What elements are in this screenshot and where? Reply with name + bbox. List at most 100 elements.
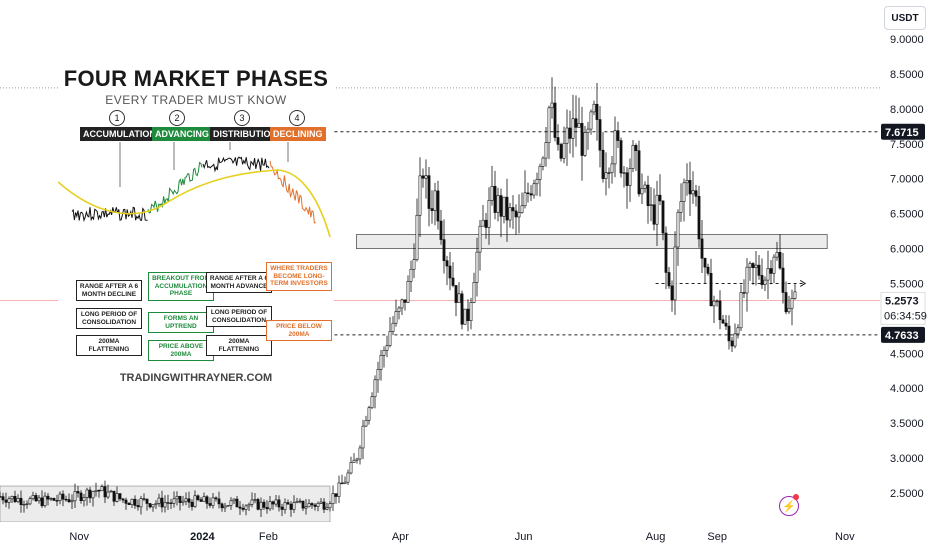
price-tick-11: 3.5000 bbox=[890, 418, 924, 430]
candle-body-22 bbox=[64, 498, 68, 501]
resistance-tag: 7.6715 bbox=[885, 127, 919, 139]
candle-body-32 bbox=[94, 490, 98, 492]
candle-body-187 bbox=[559, 144, 563, 159]
candle-body-15 bbox=[43, 495, 47, 507]
candle-body-205 bbox=[613, 130, 617, 165]
distribution-price-line bbox=[202, 156, 270, 173]
candle-body-64 bbox=[190, 501, 194, 507]
candle-body-143 bbox=[427, 175, 431, 209]
candle-body-144 bbox=[430, 208, 434, 211]
candle-body-125 bbox=[373, 379, 377, 398]
candle-body-56 bbox=[166, 502, 170, 504]
candle-body-141 bbox=[421, 175, 425, 179]
candle-body-246 bbox=[736, 327, 740, 335]
phase-label-2: ADVANCING bbox=[152, 127, 212, 141]
candle-body-241 bbox=[721, 319, 725, 324]
candle-body-198 bbox=[592, 103, 596, 113]
candle-body-107 bbox=[319, 501, 323, 504]
candle-body-62 bbox=[184, 498, 188, 502]
support-tag-bg bbox=[881, 326, 925, 343]
candle-body-133 bbox=[397, 307, 401, 312]
candle-body-132 bbox=[394, 311, 398, 324]
candle-body-140 bbox=[418, 175, 422, 216]
candle-body-186 bbox=[556, 137, 560, 145]
candle-body-239 bbox=[715, 300, 719, 303]
candle-body-19 bbox=[55, 500, 59, 502]
candle-body-72 bbox=[214, 497, 218, 500]
price-tick-2: 8.0000 bbox=[890, 104, 924, 116]
candle-body-151 bbox=[451, 277, 455, 286]
candle-body-48 bbox=[142, 498, 146, 500]
candle-body-40 bbox=[118, 493, 122, 500]
candle-body-160 bbox=[478, 225, 482, 253]
candle-body-177 bbox=[529, 193, 533, 196]
candle-body-162 bbox=[484, 219, 488, 228]
support-tag: 4.7633 bbox=[885, 330, 919, 342]
candle-body-209 bbox=[625, 172, 629, 186]
candle-body-61 bbox=[181, 500, 185, 503]
candle-body-194 bbox=[580, 123, 584, 156]
candle-body-222 bbox=[664, 232, 668, 273]
candle-body-159 bbox=[475, 251, 479, 283]
candle-body-189 bbox=[565, 127, 569, 144]
infographic-subtitle: EVERY TRADER MUST KNOW bbox=[105, 93, 287, 107]
candle-body-207 bbox=[619, 140, 623, 174]
time-tick-6: Sep bbox=[707, 531, 727, 543]
candle-body-179 bbox=[535, 179, 539, 185]
candle-body-28 bbox=[82, 497, 86, 501]
candle-body-123 bbox=[367, 407, 371, 421]
candle-body-18 bbox=[52, 498, 56, 501]
phase-3-box-3: 200MA FLATTENING bbox=[206, 335, 272, 356]
candle-body-27 bbox=[79, 492, 83, 501]
candle-body-1 bbox=[1, 496, 5, 501]
candle-body-247 bbox=[739, 292, 743, 329]
candle-body-173 bbox=[517, 212, 521, 218]
candle-body-111 bbox=[331, 493, 335, 504]
candle-body-65 bbox=[193, 495, 197, 507]
candle-body-3 bbox=[7, 498, 11, 503]
candle-body-256 bbox=[766, 268, 770, 281]
time-axis bbox=[0, 522, 932, 550]
candle-body-164 bbox=[490, 185, 494, 201]
currency-badge[interactable]: USDT bbox=[884, 6, 926, 30]
candle-body-224 bbox=[670, 285, 674, 301]
candle-body-6 bbox=[16, 497, 20, 503]
candle-body-58 bbox=[172, 498, 176, 504]
candle-body-113 bbox=[337, 482, 341, 497]
candle-body-260 bbox=[778, 252, 782, 269]
candle-body-153 bbox=[457, 293, 461, 303]
candle-body-37 bbox=[109, 490, 113, 493]
price-tick-6: 6.0000 bbox=[890, 244, 924, 256]
candle-body-82 bbox=[244, 505, 248, 510]
candle-body-262 bbox=[784, 292, 788, 313]
candle-body-69 bbox=[205, 496, 209, 504]
candle-body-24 bbox=[70, 500, 74, 503]
phase-label-3: DISTRIBUTION bbox=[210, 127, 280, 141]
candle-body-11 bbox=[31, 495, 35, 499]
candle-body-148 bbox=[442, 239, 446, 261]
candle-body-92 bbox=[274, 499, 278, 505]
candle-body-167 bbox=[499, 195, 503, 217]
infographic-footer: TRADINGWITHRAYNER.COM bbox=[119, 372, 273, 384]
candle-body-249 bbox=[745, 266, 749, 294]
candle-body-183 bbox=[547, 107, 551, 143]
price-tick-5: 6.5000 bbox=[890, 209, 924, 221]
candle-body-108 bbox=[322, 501, 326, 510]
candle-body-190 bbox=[568, 127, 572, 139]
candle-body-13 bbox=[37, 497, 41, 502]
candle-body-114 bbox=[340, 482, 344, 485]
candle-body-106 bbox=[316, 502, 320, 507]
candle-body-29 bbox=[85, 489, 89, 498]
candle-body-26 bbox=[76, 491, 80, 494]
notification-dot bbox=[793, 494, 799, 500]
candle-body-85 bbox=[253, 499, 257, 501]
lightning-icon[interactable]: ⚡ bbox=[779, 496, 799, 516]
time-tick-3: Apr bbox=[392, 531, 409, 543]
candle-body-57 bbox=[169, 502, 173, 504]
candle-body-218 bbox=[652, 204, 656, 225]
candle-body-137 bbox=[409, 268, 413, 282]
candle-body-110 bbox=[328, 503, 332, 509]
price-tick-12: 3.0000 bbox=[890, 453, 924, 465]
price-tick-0: 9.0000 bbox=[890, 34, 924, 46]
